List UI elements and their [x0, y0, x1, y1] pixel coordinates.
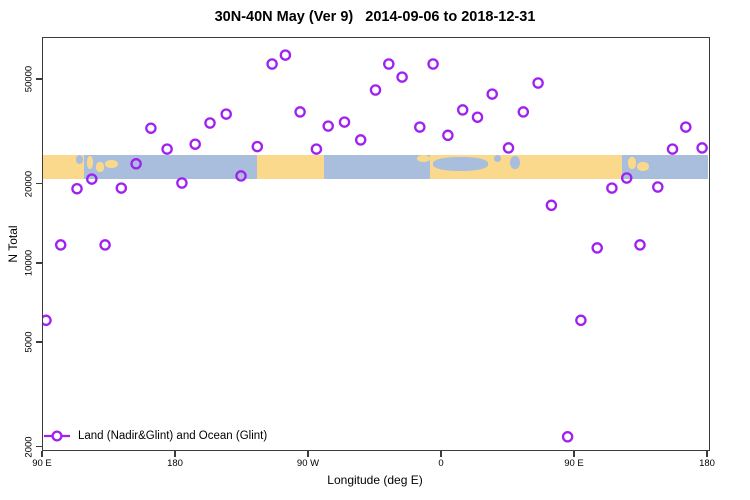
data-point — [652, 181, 664, 193]
x-axis-tick — [706, 451, 708, 457]
x-tick-label: 90 E — [32, 458, 52, 469]
y-axis-tick — [36, 341, 42, 343]
y-tick-label: 50000 — [23, 65, 34, 93]
data-point — [620, 172, 633, 184]
map-band-land-detail — [628, 157, 636, 170]
map-band-land-detail — [416, 154, 431, 162]
data-point — [220, 108, 232, 120]
data-point — [545, 199, 558, 212]
y-axis-tick — [36, 183, 42, 185]
data-point — [634, 239, 646, 251]
data-point — [591, 242, 603, 254]
chart-title: 30N-40N May (Ver 9) 2014-09-06 to 2018-1… — [214, 9, 536, 25]
y-axis-tick — [36, 446, 42, 448]
map-band-ocean-segment — [323, 154, 431, 180]
map-band-ocean-segment — [622, 154, 708, 180]
data-point — [310, 143, 323, 155]
data-point — [54, 239, 67, 251]
x-tick-label: 180 — [699, 458, 715, 469]
data-point — [338, 116, 351, 128]
scatter-points-layer — [43, 49, 708, 443]
data-point — [189, 138, 201, 150]
y-tick-label: 5000 — [23, 331, 34, 353]
data-point — [486, 88, 498, 100]
x-axis-tick — [174, 451, 176, 457]
data-point — [396, 71, 408, 83]
legend-label: Land (Nadir&Glint) and Ocean (Glint) — [78, 430, 268, 442]
map-band — [43, 154, 708, 180]
data-point — [251, 140, 264, 153]
y-axis-title: N Total — [6, 225, 20, 263]
data-point — [414, 121, 426, 133]
data-point — [161, 143, 173, 155]
data-point — [354, 134, 367, 146]
data-point — [71, 182, 83, 195]
map-band-land-detail — [96, 162, 104, 172]
data-point — [369, 84, 382, 96]
data-point — [43, 314, 52, 327]
data-point — [532, 77, 544, 89]
y-axis-tick — [36, 262, 42, 264]
x-axis-tick — [307, 451, 309, 457]
map-band-land-segment — [257, 154, 324, 180]
data-point — [176, 177, 188, 189]
data-point — [561, 431, 574, 443]
legend: Land (Nadir&Glint) and Ocean (Glint) — [43, 429, 267, 443]
data-point — [502, 142, 515, 154]
y-tick-label: 10000 — [23, 249, 34, 277]
data-point — [204, 117, 216, 129]
data-point — [575, 314, 587, 327]
data-point — [517, 106, 530, 118]
x-tick-label: 180 — [167, 458, 183, 469]
map-band-ocean-detail — [493, 154, 502, 162]
x-axis-tick — [440, 451, 442, 457]
data-point — [471, 111, 484, 123]
x-axis-tick — [573, 451, 575, 457]
x-axis-title: Longitude (deg E) — [327, 473, 423, 487]
map-band-land-detail — [105, 159, 119, 169]
data-point — [130, 158, 142, 170]
y-axis-tick — [36, 78, 42, 80]
x-axis-tick — [41, 451, 43, 457]
map-band-ocean-detail — [509, 155, 521, 170]
data-point — [294, 106, 306, 118]
data-point — [115, 182, 128, 194]
data-point — [680, 121, 692, 133]
y-tick-label: 2000 — [23, 436, 34, 458]
data-point — [696, 142, 708, 154]
x-tick-label: 0 — [438, 458, 444, 469]
data-point — [383, 58, 395, 70]
x-tick-label: 90 E — [564, 458, 584, 469]
map-band-ocean-detail — [433, 157, 488, 171]
legend-marker-icon — [44, 430, 70, 442]
map-band-ocean-detail — [75, 154, 83, 165]
data-point — [442, 129, 454, 142]
data-point — [86, 173, 98, 185]
data-point — [427, 58, 439, 70]
x-tick-label: 90 W — [296, 458, 320, 469]
data-point — [235, 170, 247, 182]
data-point — [606, 182, 618, 194]
data-point — [666, 143, 679, 155]
data-point — [322, 120, 334, 132]
data-point — [145, 122, 157, 134]
data-point — [266, 58, 278, 70]
y-tick-label: 20000 — [23, 170, 34, 197]
data-point — [279, 49, 292, 61]
plot-area — [42, 37, 710, 451]
data-point — [99, 239, 111, 251]
data-point — [456, 104, 469, 116]
map-band-land-detail — [637, 161, 649, 171]
map-band-land-detail — [87, 155, 94, 170]
